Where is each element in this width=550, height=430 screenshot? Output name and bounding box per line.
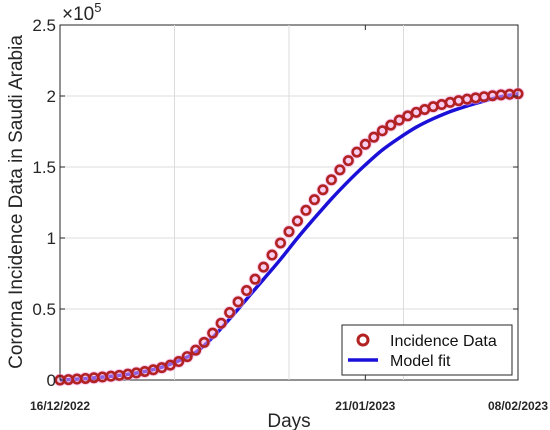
data-point [215, 317, 227, 329]
data-point [207, 327, 219, 339]
x-tick-label: 08/02/2023 [488, 399, 548, 413]
y-tick-label: 2.5 [32, 16, 56, 35]
data-point [275, 237, 287, 249]
data-point [393, 114, 405, 126]
legend-marker-incidence-data [356, 333, 370, 347]
y-tick-label: 1 [47, 229, 56, 248]
grid-lines [60, 25, 518, 380]
legend-label-incidence-data: Incidence Data [390, 333, 497, 350]
incidence-data-layer [53, 87, 525, 387]
data-point [249, 273, 261, 285]
x-tick-label: 16/12/2022 [30, 399, 90, 413]
data-point [198, 336, 210, 348]
data-point [181, 351, 193, 363]
data-point [351, 146, 363, 158]
data-point [385, 119, 397, 131]
data-point [376, 125, 388, 137]
data-point [266, 249, 278, 261]
legend-label-model-fit: Model fit [390, 353, 451, 370]
x-axis-label: Days [267, 411, 310, 430]
data-point [512, 88, 524, 100]
data-point [359, 138, 371, 150]
data-point [308, 194, 320, 206]
data-point [283, 226, 295, 238]
data-point [241, 285, 253, 297]
data-point [190, 344, 202, 356]
data-point [258, 261, 270, 273]
data-point [300, 204, 312, 216]
y-axis-label: Cororna Incidence Data in Saudi Arabia [6, 35, 27, 369]
legend: Incidence Data Model fit [341, 324, 513, 376]
x-tick-label: 21/01/2023 [335, 399, 395, 413]
data-point [342, 155, 354, 167]
data-point [334, 164, 346, 176]
data-point [173, 356, 185, 368]
data-point [291, 215, 303, 227]
axis-ticks: 0 0.5 1 1.5 2 2.5 16/12/2022 21/01/2023 08/02/20… [30, 16, 548, 413]
y-tick-label: 2 [47, 87, 56, 106]
y-tick-label: 0 [47, 371, 56, 390]
data-point [232, 296, 244, 308]
data-point [164, 359, 176, 371]
y-tick-label: 1.5 [32, 158, 56, 177]
data-point [325, 174, 337, 186]
legend-box [341, 324, 513, 376]
data-point [402, 110, 414, 122]
y-tick-label: 0.5 [32, 300, 56, 319]
data-point [368, 131, 380, 143]
data-point [317, 184, 329, 196]
data-point [224, 307, 236, 319]
y-exponent-label: ×105 [62, 0, 101, 25]
